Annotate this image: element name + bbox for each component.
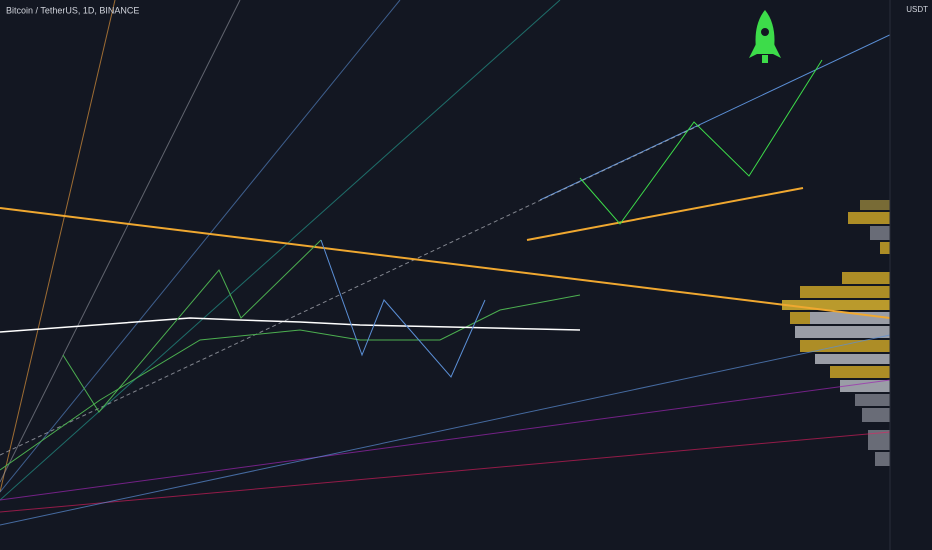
rocket-icon <box>749 10 781 63</box>
currency[interactable]: USDT <box>906 5 928 14</box>
drawings <box>0 0 932 526</box>
price-axis <box>890 0 932 550</box>
chart-title: Bitcoin / TetherUS, 1D, BINANCE <box>6 5 139 15</box>
